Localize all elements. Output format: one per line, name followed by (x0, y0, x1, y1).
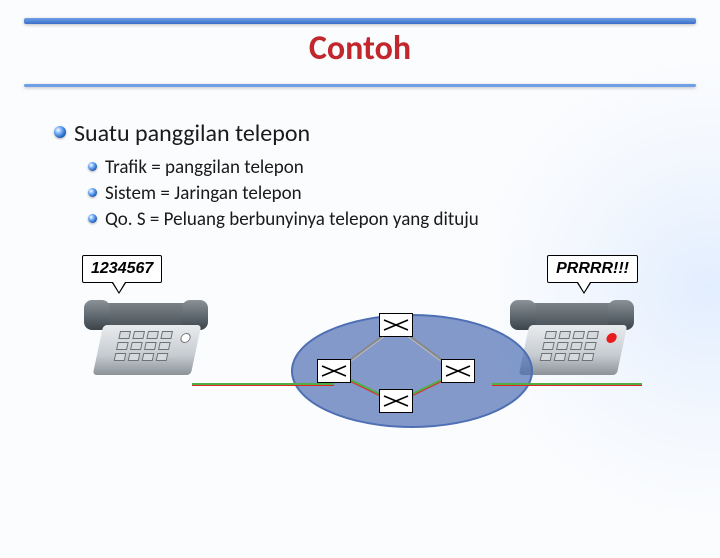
title-bar-top (24, 18, 696, 24)
switch-node-icon (379, 389, 413, 413)
callee-speech-bubble: PRRRR!!! (547, 255, 638, 283)
caller: 1234567 (82, 255, 242, 379)
bullet-lvl2-text: Trafik = panggilan telepon (105, 156, 304, 179)
bullet-icon (88, 162, 97, 171)
bullet-lvl2: Trafik = panggilan telepon (88, 156, 666, 179)
title-bar-bottom (24, 84, 696, 87)
switch-node-icon (379, 313, 413, 337)
callee-lamp-icon (605, 333, 617, 343)
network-cloud (282, 295, 542, 435)
bullet-lvl2-text: Sistem = Jaringan telepon (105, 182, 302, 205)
caller-lamp-icon (179, 333, 191, 343)
network-link (192, 383, 334, 386)
bullet-lvl2-text: Qo. S = Peluang berbunyinya telepon yang… (105, 208, 479, 231)
page-title: Contoh (0, 28, 720, 69)
network-link (492, 383, 642, 386)
bullet-lvl1-text: Suatu panggilan telepon (74, 119, 310, 148)
caller-speech-bubble: 1234567 (82, 255, 162, 283)
bullet-lvl2: Qo. S = Peluang berbunyinya telepon yang… (88, 208, 666, 231)
bullet-lvl2: Sistem = Jaringan telepon (88, 182, 666, 205)
switch-node-icon (317, 359, 351, 383)
switch-node-icon (441, 359, 475, 383)
network-diagram: 1234567 PRRRR!!! (82, 255, 638, 475)
title-bar: Contoh (0, 18, 720, 87)
bullet-lvl1: Suatu panggilan telepon (54, 119, 666, 148)
bullet-icon (88, 214, 97, 223)
bullet-icon (54, 126, 66, 138)
caller-phone-icon (82, 299, 212, 379)
bullet-icon (88, 188, 97, 197)
content: Suatu panggilan telepon Trafik = panggil… (0, 87, 720, 475)
